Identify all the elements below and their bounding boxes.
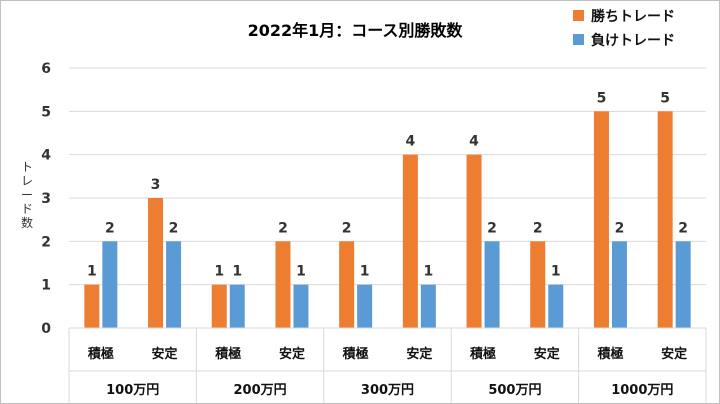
y-tick-label: 4: [41, 148, 51, 164]
x-tick-label: 積極: [87, 346, 114, 362]
y-tick-label: 5: [41, 104, 51, 120]
x-group-label: 100万円: [106, 383, 159, 398]
data-label: 3: [151, 177, 161, 193]
bar-win: [402, 154, 418, 328]
data-label: 4: [405, 134, 415, 150]
bar-win: [466, 154, 482, 328]
x-tick-label: 積極: [214, 346, 241, 362]
bar-win: [530, 241, 546, 328]
y-axis-label: トレード数: [21, 160, 33, 230]
bar-win: [211, 284, 227, 328]
data-label: 1: [360, 264, 370, 280]
x-tick-label: 安定: [152, 346, 178, 362]
bars: [84, 111, 691, 328]
x-tick-label: 積極: [469, 346, 496, 362]
y-tick-label: 2: [41, 234, 51, 250]
bar-loss: [611, 241, 627, 328]
x-group-label: 500万円: [488, 383, 541, 398]
bar-loss: [293, 284, 309, 328]
data-label: 2: [342, 220, 352, 236]
y-tick-label: 0: [41, 321, 51, 337]
data-label: 2: [278, 220, 288, 236]
bar-loss: [357, 284, 373, 328]
data-label: 1: [87, 264, 97, 280]
x-tick-label: 安定: [279, 346, 305, 362]
legend-swatch: [573, 10, 584, 21]
x-tick-label: 積極: [342, 346, 369, 362]
data-label: 1: [551, 264, 561, 280]
bar-win: [148, 198, 164, 328]
y-axis-ticks: 0 1 2 3 4 5 6: [41, 61, 51, 337]
x-group-label: 300万円: [361, 383, 414, 398]
y-tick-label: 1: [41, 278, 51, 294]
x-group-label: 200万円: [234, 383, 287, 398]
bar-loss: [548, 284, 564, 328]
legend-label: 勝ちトレード: [591, 8, 675, 25]
data-label: 2: [533, 220, 543, 236]
x-axis: 積極 安定 積極 安定 積極 安定 積極 安定 積極 安定 100万円 200万円 300万円 500万円…: [68, 327, 707, 403]
x-tick-label: 安定: [534, 346, 560, 362]
bar-win: [84, 284, 100, 328]
x-tick-label: 安定: [406, 346, 432, 362]
chart-title: 2022年1月：コース別勝敗数: [248, 21, 464, 40]
data-label: 2: [487, 220, 497, 236]
data-label: 2: [615, 220, 625, 236]
data-label: 1: [423, 264, 433, 280]
x-tick-label: 安定: [661, 346, 687, 362]
bar-win: [339, 241, 355, 328]
legend-swatch: [573, 34, 584, 45]
bar-loss: [675, 241, 691, 328]
y-tick-label: 6: [41, 61, 51, 77]
bar-loss: [484, 241, 500, 328]
data-label: 1: [232, 264, 242, 280]
data-label: 4: [469, 134, 479, 150]
x-group-label: 1000万円: [611, 383, 673, 398]
gridlines: [69, 67, 706, 329]
data-label: 2: [678, 220, 688, 236]
data-label: 5: [597, 90, 607, 106]
x-tick-label: 積極: [596, 346, 623, 362]
bar-loss: [420, 284, 436, 328]
bar-loss: [166, 241, 182, 328]
data-label: 1: [296, 264, 306, 280]
legend-label: 負けトレード: [591, 32, 675, 49]
data-label: 5: [660, 90, 670, 106]
bar-win: [657, 111, 673, 328]
data-label: 2: [169, 220, 179, 236]
bar-loss: [102, 241, 118, 328]
bar-win: [593, 111, 609, 328]
y-tick-label: 3: [41, 191, 51, 207]
data-label: 1: [214, 264, 224, 280]
data-label: 2: [105, 220, 115, 236]
bar-win: [275, 241, 291, 328]
bar-loss: [229, 284, 245, 328]
